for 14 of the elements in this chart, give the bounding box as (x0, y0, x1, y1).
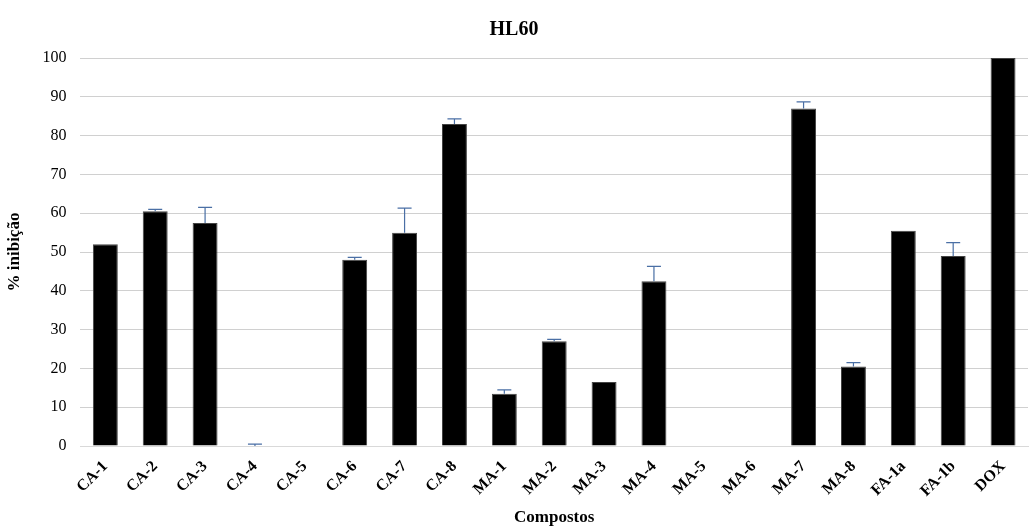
y-tick-label: 0 (58, 436, 67, 454)
y-tick-label: 50 (50, 242, 67, 260)
y-tick-label: 70 (50, 164, 67, 182)
x-axis-title: Compostos (514, 507, 595, 527)
chart-title: HL60 (489, 17, 539, 40)
y-axis-title: % inibição (3, 212, 23, 292)
y-tick-label: 30 (50, 319, 67, 337)
y-tick-label: 10 (50, 397, 67, 415)
y-tick-label: 100 (42, 48, 67, 66)
y-tick-label: 60 (50, 203, 67, 221)
y-tick-label: 40 (50, 281, 67, 299)
y-tick-label: 80 (50, 125, 67, 143)
y-tick-label: 20 (50, 358, 67, 376)
y-tick-label: 90 (50, 87, 67, 105)
